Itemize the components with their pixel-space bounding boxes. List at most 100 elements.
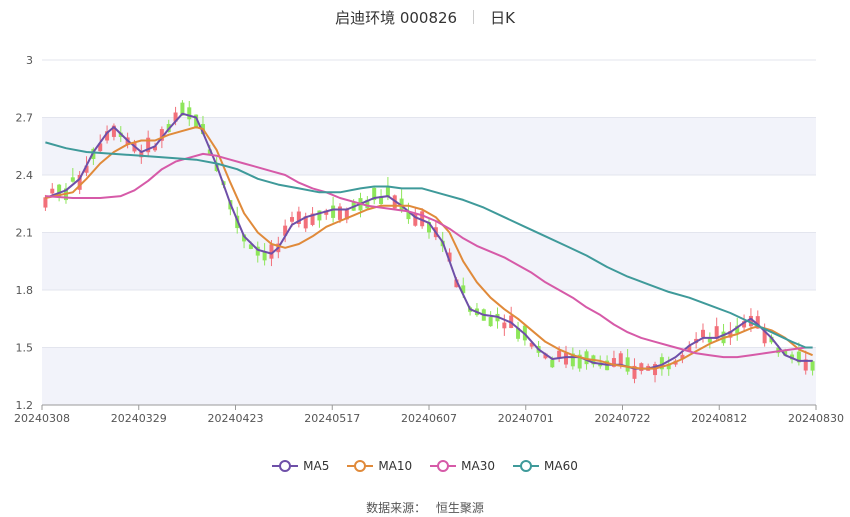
candle-body	[454, 279, 459, 288]
candle-body	[796, 351, 801, 363]
legend-item-ma30[interactable]: MA30	[430, 459, 495, 473]
x-tick-label: 20240308	[14, 412, 70, 425]
legend-marker-icon	[347, 460, 374, 472]
candle	[420, 208, 425, 229]
candle-body	[714, 326, 719, 339]
candle	[632, 358, 637, 384]
candle-body	[77, 174, 82, 190]
candle-body	[406, 211, 411, 220]
candle-body	[105, 131, 110, 141]
candle-body	[310, 213, 315, 225]
candle	[427, 218, 431, 239]
candle	[262, 243, 267, 266]
candle-body	[420, 211, 425, 227]
chart-title: 启迪环境 000826 日K	[0, 6, 850, 28]
candle-body	[283, 225, 288, 236]
candle-body	[563, 352, 568, 365]
legend-item-ma10[interactable]: MA10	[347, 459, 412, 473]
candle	[296, 206, 301, 228]
candle-body	[700, 329, 705, 338]
x-axis: 20240308 20240329 20240423 20240517 20240607…	[14, 404, 844, 425]
candle-body	[57, 184, 62, 198]
y-tick-label: 1.2	[16, 399, 34, 412]
candle	[372, 187, 377, 205]
candle-body	[269, 244, 274, 259]
candle-body	[803, 359, 808, 371]
y-tick-label: 2.4	[16, 169, 34, 182]
candle-body	[639, 363, 644, 371]
candle	[146, 130, 151, 158]
candle	[70, 168, 75, 183]
candle-body	[529, 342, 534, 347]
candle-body	[173, 112, 178, 122]
ma-line-ma30	[45, 152, 813, 359]
candle-body	[139, 151, 144, 158]
candle-body	[194, 114, 199, 129]
candle-body	[296, 211, 301, 224]
grid-band	[42, 232, 816, 290]
candle-body	[337, 206, 342, 220]
legend-item-ma60[interactable]: MA60	[513, 459, 578, 473]
candle-body	[248, 244, 253, 249]
candle-body	[755, 316, 760, 329]
candle-body	[584, 351, 589, 365]
candle-body	[735, 325, 740, 334]
candle-body	[769, 336, 774, 343]
candle-body	[543, 353, 548, 359]
candle	[502, 314, 507, 336]
moving-average-lines	[45, 112, 813, 370]
candle-body	[783, 350, 788, 356]
legend-label: MA5	[303, 459, 330, 473]
period-label[interactable]: 日K	[490, 8, 515, 27]
x-tick-label: 20240722	[595, 412, 651, 425]
x-tick-label: 20240701	[498, 412, 554, 425]
candle-body	[84, 165, 89, 173]
candle-body	[324, 210, 329, 215]
legend-item-ma5[interactable]: MA5	[272, 459, 329, 473]
candle-body	[70, 177, 75, 182]
candle-body	[516, 327, 521, 339]
legend-label: MA60	[544, 459, 578, 473]
candle	[337, 203, 342, 224]
source-label: 数据来源：	[366, 501, 427, 515]
candle-body	[632, 365, 637, 379]
candle	[570, 347, 575, 370]
candle-body	[290, 217, 295, 222]
x-tick-label: 20240607	[401, 412, 457, 425]
y-axis-labels: 1.2 1.5 1.8 2.1 2.4 2.7 3	[16, 54, 34, 412]
source-name: 恒生聚源	[435, 501, 484, 515]
candle-body	[207, 149, 212, 154]
candle	[379, 189, 384, 208]
legend-marker-icon	[272, 460, 299, 472]
x-tick-label: 20240830	[788, 412, 844, 425]
stock-name-code: 启迪环境 000826	[335, 8, 458, 27]
candle	[488, 311, 493, 327]
candle-body	[365, 199, 370, 209]
legend-marker-icon	[513, 460, 540, 472]
candle-body	[659, 357, 664, 370]
candle	[303, 212, 308, 232]
chart-legend: MA5 MA10 MA30 MA60	[0, 459, 850, 473]
x-tick-label: 20240423	[208, 412, 264, 425]
candle-body	[625, 357, 630, 372]
candle-body	[577, 354, 582, 369]
candle-body	[611, 358, 616, 367]
candle	[700, 323, 705, 343]
candle	[255, 241, 260, 263]
candle-body	[385, 186, 390, 198]
y-tick-label: 3	[26, 54, 33, 67]
candle-body	[680, 354, 685, 359]
data-source: 数据来源： 恒生聚源	[0, 499, 850, 516]
legend-label: MA10	[378, 459, 413, 473]
candle-body	[372, 187, 377, 201]
candle	[474, 303, 479, 317]
candle-body	[728, 330, 733, 338]
legend-marker-icon	[430, 460, 457, 472]
candle	[803, 350, 808, 375]
candle	[139, 144, 144, 164]
title-separator	[473, 10, 475, 24]
candle-body	[810, 361, 815, 371]
candle-body	[618, 353, 623, 367]
candle	[516, 321, 521, 342]
candle-body	[502, 322, 507, 329]
